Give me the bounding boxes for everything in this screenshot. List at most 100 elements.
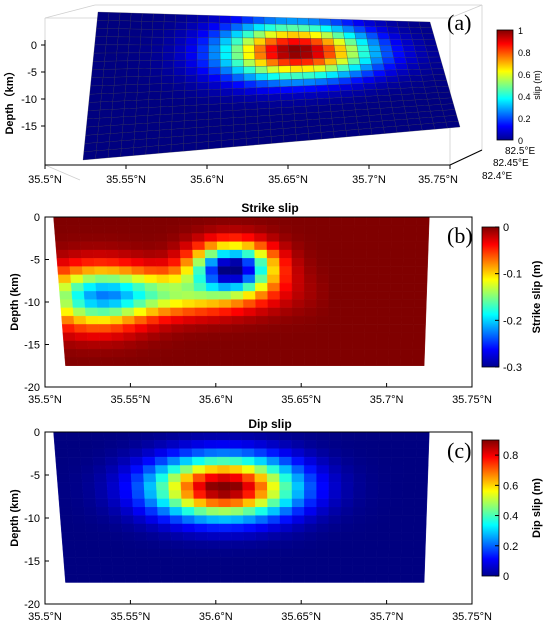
heatmap-cell <box>170 307 184 317</box>
heatmap-cell <box>232 349 245 358</box>
heatmap-cell <box>172 357 186 366</box>
heatmap-cell <box>280 340 293 350</box>
surface-cell <box>311 51 325 59</box>
heatmap-cell <box>400 548 414 558</box>
surface-cell <box>220 117 234 126</box>
heatmap-cell <box>98 332 112 342</box>
heatmap-cell <box>412 565 425 575</box>
surface-cell <box>310 38 323 46</box>
heatmap-cell <box>217 249 231 259</box>
heatmap-cell <box>74 548 88 558</box>
heatmap-cell <box>280 565 293 575</box>
surface-cell <box>330 18 343 26</box>
surface-cell <box>123 108 137 117</box>
heatmap-cell <box>400 357 413 366</box>
surface-cell <box>317 104 332 113</box>
heatmap-cell <box>70 274 84 284</box>
surface-cell <box>369 51 383 58</box>
heatmap-cell <box>279 473 293 483</box>
surface-cell <box>355 38 369 46</box>
heatmap-cell <box>103 216 117 226</box>
surface-cell <box>423 39 437 46</box>
heatmap-cell <box>304 540 317 550</box>
heatmap-cell <box>256 573 269 583</box>
heatmap-cell <box>96 291 110 300</box>
surface-cell <box>291 78 305 87</box>
surface-cell <box>195 141 209 151</box>
surface-cell <box>431 68 446 76</box>
heatmap-cell <box>193 490 207 500</box>
surface-cell <box>174 29 187 38</box>
heatmap-cell <box>244 565 257 575</box>
surface-cell <box>158 136 172 146</box>
surface-cell <box>109 132 123 142</box>
heatmap-cell <box>241 225 255 234</box>
surface-cell <box>102 77 115 86</box>
surface-cell <box>343 32 356 39</box>
heatmap-cell <box>192 465 206 475</box>
heatmap-cell <box>59 515 74 525</box>
heatmap-cell <box>75 565 90 575</box>
heatmap-cell <box>279 307 293 317</box>
heatmap-cell <box>376 332 390 342</box>
surface-cell <box>270 135 285 144</box>
heatmap-cell <box>75 557 89 566</box>
heatmap-cell <box>365 456 379 466</box>
heatmap-cell <box>203 431 217 441</box>
heatmap-cell <box>136 357 150 366</box>
surface-cell <box>109 124 124 134</box>
heatmap-cell <box>170 532 184 541</box>
surface-cell <box>122 115 136 125</box>
heatmap-cell <box>230 481 243 491</box>
surface-cell <box>357 51 371 59</box>
heatmap-cell <box>364 548 378 558</box>
surface-cell <box>242 37 255 46</box>
heatmap-cell <box>377 481 391 491</box>
surface-cell <box>333 130 348 139</box>
heatmap-cell <box>66 225 81 234</box>
surface-cell <box>117 36 130 46</box>
heatmap-cell <box>388 324 402 333</box>
colorbar-tick-label: 0 <box>503 571 509 583</box>
surface-cell <box>383 63 397 71</box>
heatmap-cell <box>352 332 366 342</box>
surface-cell <box>196 59 209 68</box>
heatmap-cell <box>178 225 193 234</box>
colorbar-tick-label: 0.6 <box>518 70 531 80</box>
surface-cell <box>173 60 186 69</box>
heatmap-cell <box>340 324 354 333</box>
surface-cell <box>184 97 197 106</box>
heatmap-cell <box>388 332 402 342</box>
heatmap-cell <box>389 291 403 300</box>
heatmap-cell <box>57 266 71 276</box>
heatmap-cell <box>184 565 197 575</box>
surface-cell <box>307 125 322 134</box>
heatmap-cell <box>402 274 416 284</box>
surface-cell <box>111 100 125 110</box>
surface-cell <box>398 81 413 89</box>
surface-cell <box>184 112 197 121</box>
surface-cell <box>291 85 305 94</box>
heatmap-cell <box>256 349 269 358</box>
heatmap-cell <box>143 258 157 267</box>
surface-cell <box>413 45 428 52</box>
heatmap-cell <box>401 299 415 309</box>
surface-cell <box>253 23 265 32</box>
surface-cell <box>140 36 153 46</box>
heatmap-cell <box>230 498 244 508</box>
heatmap-cell <box>146 315 160 325</box>
surface-cell <box>208 30 221 38</box>
panel-c-heatmap <box>53 431 430 583</box>
heatmap-cell <box>377 523 390 533</box>
surface-cell <box>286 24 299 32</box>
heatmap-cell <box>217 481 231 491</box>
colorbar-tick-label: -0.2 <box>503 315 522 327</box>
heatmap-cell <box>111 340 125 350</box>
heatmap-cell <box>365 266 379 276</box>
heatmap-cell <box>316 481 330 491</box>
surface-cell <box>416 105 431 113</box>
heatmap-cell <box>267 324 281 333</box>
surface-cell <box>208 22 221 31</box>
surface-cell <box>290 65 303 73</box>
surface-cell <box>400 87 414 95</box>
